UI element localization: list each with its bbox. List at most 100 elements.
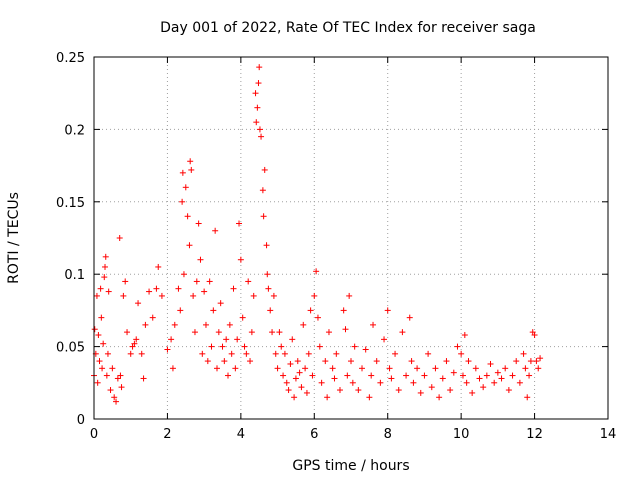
data-point [247,358,254,365]
data-point [526,372,533,379]
data-point [248,329,255,336]
data-point [377,379,384,386]
data-point [111,394,118,401]
data-point [346,292,353,299]
data-point [283,379,290,386]
data-point [133,336,140,343]
y-tick-label: 0.1 [64,268,85,283]
data-point [324,394,331,401]
data-point [368,372,375,379]
data-point [101,274,108,281]
data-point [265,285,272,292]
data-point [140,375,147,382]
data-point [98,314,105,321]
data-point [300,321,307,328]
data-point [107,387,114,394]
data-point [280,372,287,379]
data-point [344,372,351,379]
data-point [118,384,125,391]
data-point [522,365,529,372]
data-point [318,379,325,386]
data-point [285,387,292,394]
data-point [258,133,265,140]
data-point [225,372,232,379]
data-point [270,292,277,299]
data-point [117,372,124,379]
data-point [195,220,202,227]
data-point [149,314,156,321]
data-point [520,350,527,357]
y-axis-title: ROTI / TECUs [6,192,22,284]
y-tick-label: 0.25 [56,51,85,66]
data-point [480,384,487,391]
data-point [436,394,443,401]
data-point [340,307,347,314]
data-point [483,372,490,379]
data-point [432,365,439,372]
data-point [264,271,271,278]
data-point [406,314,413,321]
data-point [179,169,186,176]
data-point [425,350,432,357]
data-point [450,369,457,376]
data-point [410,379,417,386]
data-point [443,358,450,365]
data-point [146,288,153,295]
data-point [120,292,127,299]
data-point [399,329,406,336]
data-point [199,350,206,357]
data-point [502,365,509,372]
data-point [168,336,175,343]
data-point [182,184,189,191]
data-point [153,285,160,292]
data-point [230,285,237,292]
data-point [381,336,388,343]
data-point [458,350,465,357]
data-point [276,329,283,336]
data-point [305,350,312,357]
data-point [188,166,195,173]
data-point [259,187,266,194]
data-point [447,387,454,394]
data-point [114,375,121,382]
data-point [158,292,165,299]
data-point [322,358,329,365]
x-tick-label: 6 [310,427,318,442]
data-point [142,321,149,328]
data-point [99,365,106,372]
data-point [212,227,219,234]
data-point [267,307,274,314]
data-point [122,278,129,285]
data-points [91,64,544,405]
data-point [373,358,380,365]
x-tick-label: 12 [526,427,543,442]
data-point [226,321,233,328]
data-point [169,365,176,372]
data-point [223,336,230,343]
data-point [252,90,259,97]
data-point [191,329,198,336]
data-point [236,220,243,227]
data-point [408,358,415,365]
y-tick-label: 0.15 [56,196,85,211]
data-point [260,213,267,220]
data-point [91,326,98,333]
data-point [298,384,305,391]
data-point [535,365,542,372]
data-point [274,365,281,372]
data-point [302,365,309,372]
data-point [105,288,112,295]
data-point [164,346,171,353]
data-point [103,372,110,379]
data-point [94,379,101,386]
data-point [221,358,228,365]
data-point [516,379,523,386]
data-point [459,372,466,379]
data-point [386,365,393,372]
data-point [175,285,182,292]
data-point [281,350,288,357]
data-point [102,263,109,270]
data-point [261,166,268,173]
data-point [204,358,211,365]
